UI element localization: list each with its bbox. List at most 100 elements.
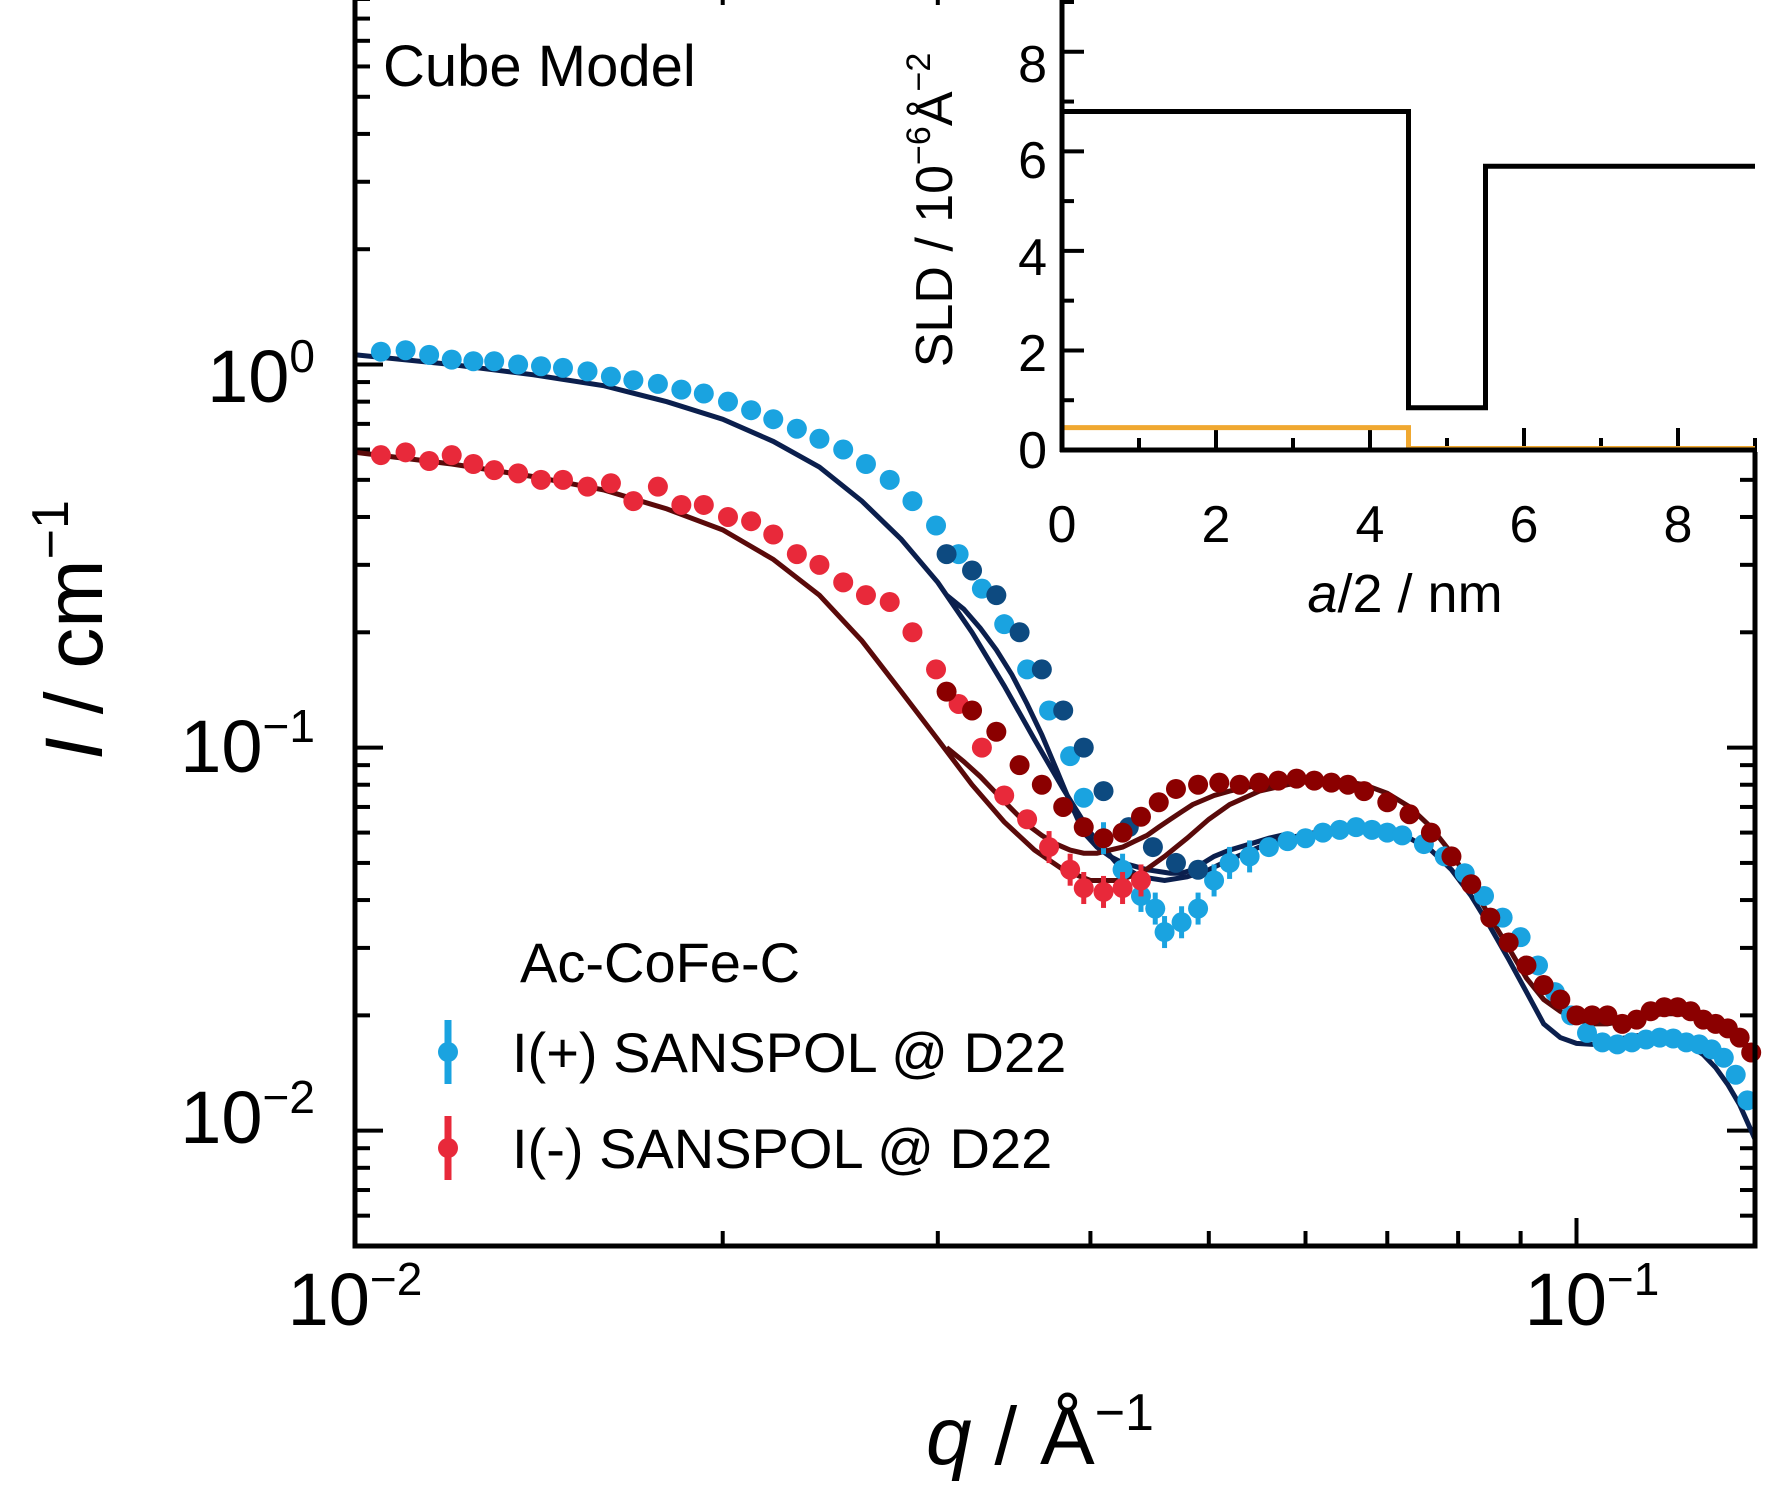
data-point-plus bbox=[741, 400, 762, 421]
data-point-dark-minus bbox=[1420, 822, 1441, 843]
model-annotation: Cube Model bbox=[383, 34, 696, 99]
data-point-minus bbox=[623, 491, 644, 512]
legend-title: Ac-CoFe-C bbox=[520, 931, 800, 994]
data-point-plus bbox=[1145, 898, 1166, 919]
data-point-plus bbox=[1295, 828, 1316, 849]
data-point-dark-minus bbox=[1112, 822, 1133, 843]
data-point-minus bbox=[577, 476, 598, 497]
data-point-minus bbox=[1039, 837, 1060, 858]
data-point-dark-minus bbox=[1582, 1005, 1603, 1026]
data-point-minus bbox=[902, 622, 923, 643]
data-point-plus bbox=[552, 357, 573, 378]
data-point-plus bbox=[717, 391, 738, 412]
data-point-minus bbox=[463, 453, 484, 474]
y-tick-label-1: 100 bbox=[207, 330, 315, 418]
data-point-dark-plus bbox=[1073, 737, 1094, 758]
y-axis-label: I / cm−1 bbox=[22, 500, 120, 760]
main-plot-frame bbox=[352, 0, 1758, 1249]
legend: Ac-CoFe-C I(+) SANSPOL @ D22 I(-) SANSPO… bbox=[438, 931, 1066, 1180]
data-point-plus bbox=[1171, 912, 1192, 933]
data-point-dark-plus bbox=[1142, 837, 1163, 858]
data-point-plus bbox=[994, 614, 1015, 635]
inset-x-tick-4: 4 bbox=[1356, 496, 1385, 554]
inset-x-tick-2: 2 bbox=[1202, 496, 1231, 554]
main-plot: 10−2 10−1 100 10−1 10−2 q / Å−1 I / cm−1… bbox=[22, 0, 1762, 1482]
data-point-plus bbox=[1154, 922, 1175, 943]
data-point-minus bbox=[879, 591, 900, 612]
data-point-dark-plus bbox=[1009, 622, 1030, 643]
inset-y-axis-label: SLD / 10−6Å−2 bbox=[900, 53, 964, 368]
data-point-minus bbox=[926, 659, 947, 680]
data-point-plus bbox=[1073, 787, 1094, 808]
data-point-dark-plus bbox=[962, 560, 983, 581]
data-point-minus bbox=[441, 445, 462, 466]
data-point-plus bbox=[1725, 1064, 1746, 1085]
data-point-dark-minus bbox=[1516, 955, 1537, 976]
data-point-dark-minus bbox=[1148, 792, 1169, 813]
legend-label-minus: I(-) SANSPOL @ D22 bbox=[512, 1117, 1052, 1180]
data-point-plus bbox=[1377, 822, 1398, 843]
data-point-plus bbox=[1713, 1047, 1734, 1068]
data-point-dark-minus bbox=[1031, 774, 1052, 795]
inset-x-tick-8: 8 bbox=[1664, 496, 1693, 554]
data-point-plus bbox=[1577, 1022, 1598, 1043]
legend-marker-minus bbox=[438, 1116, 458, 1180]
data-point-minus bbox=[552, 469, 573, 490]
inset-y-tick-6: 6 bbox=[1018, 132, 1047, 190]
data-point-dark-plus bbox=[1093, 781, 1114, 802]
data-point-dark-minus bbox=[1480, 907, 1501, 928]
data-point-minus bbox=[763, 524, 784, 545]
data-point-minus bbox=[833, 572, 854, 593]
data-point-plus bbox=[1219, 852, 1240, 873]
x-tick-label-0.01: 10−2 bbox=[288, 1253, 423, 1341]
data-point-dark-minus bbox=[1229, 774, 1250, 795]
data-point-dark-minus bbox=[1130, 806, 1151, 827]
legend-marker-plus bbox=[438, 1020, 458, 1084]
x-axis-label: q / Å−1 bbox=[926, 1384, 1154, 1482]
inset-x-axis-label: a/2 / nm bbox=[1307, 564, 1502, 624]
data-point-plus bbox=[441, 349, 462, 370]
data-point-dark-minus bbox=[1461, 874, 1482, 895]
fit-curve-secondary-minus bbox=[945, 745, 1288, 856]
data-point-plus bbox=[1592, 1032, 1613, 1053]
data-point-dark-plus bbox=[1053, 700, 1074, 721]
data-point-minus bbox=[370, 445, 391, 466]
data-point-dark-minus bbox=[1165, 778, 1186, 799]
data-point-plus bbox=[395, 340, 416, 361]
data-point-minus bbox=[600, 473, 621, 494]
data-point-dark-minus bbox=[1533, 975, 1554, 996]
y-tick-label-0.01: 10−2 bbox=[180, 1071, 315, 1159]
data-point-plus bbox=[623, 370, 644, 391]
data-point-dark-minus bbox=[1441, 846, 1462, 867]
data-point-plus bbox=[1039, 700, 1060, 721]
data-point-plus bbox=[484, 351, 505, 372]
data-point-minus bbox=[395, 442, 416, 463]
data-point-dark-minus bbox=[936, 681, 957, 702]
data-point-plus bbox=[463, 351, 484, 372]
data-point-plus bbox=[763, 409, 784, 430]
data-point-dark-minus bbox=[1188, 774, 1209, 795]
data-point-dark-minus bbox=[1009, 755, 1030, 776]
data-point-dark-plus bbox=[936, 544, 957, 565]
data-point-dark-minus bbox=[1550, 989, 1571, 1010]
data-point-plus bbox=[833, 439, 854, 460]
data-point-plus bbox=[370, 341, 391, 362]
data-point-dark-minus bbox=[1286, 768, 1307, 789]
data-point-plus bbox=[671, 379, 692, 400]
data-point-plus bbox=[902, 491, 923, 512]
inset-background bbox=[1062, 0, 1762, 452]
inset-y-tick-0: 0 bbox=[1018, 422, 1047, 480]
inset-y-tick-4: 4 bbox=[1018, 229, 1047, 287]
data-point-minus bbox=[1130, 870, 1151, 891]
data-point-dark-minus bbox=[962, 700, 983, 721]
data-point-minus bbox=[717, 506, 738, 527]
data-point-dark-minus bbox=[1741, 1042, 1762, 1063]
data-point-plus bbox=[1239, 846, 1260, 867]
data-point-minus bbox=[741, 511, 762, 532]
data-point-dark-plus bbox=[1188, 859, 1209, 880]
data-point-dark-minus bbox=[1093, 828, 1114, 849]
x-tick-label-0.1: 10−1 bbox=[1525, 1253, 1660, 1341]
data-point-plus bbox=[1329, 819, 1350, 840]
main-data-points bbox=[370, 340, 1762, 1111]
